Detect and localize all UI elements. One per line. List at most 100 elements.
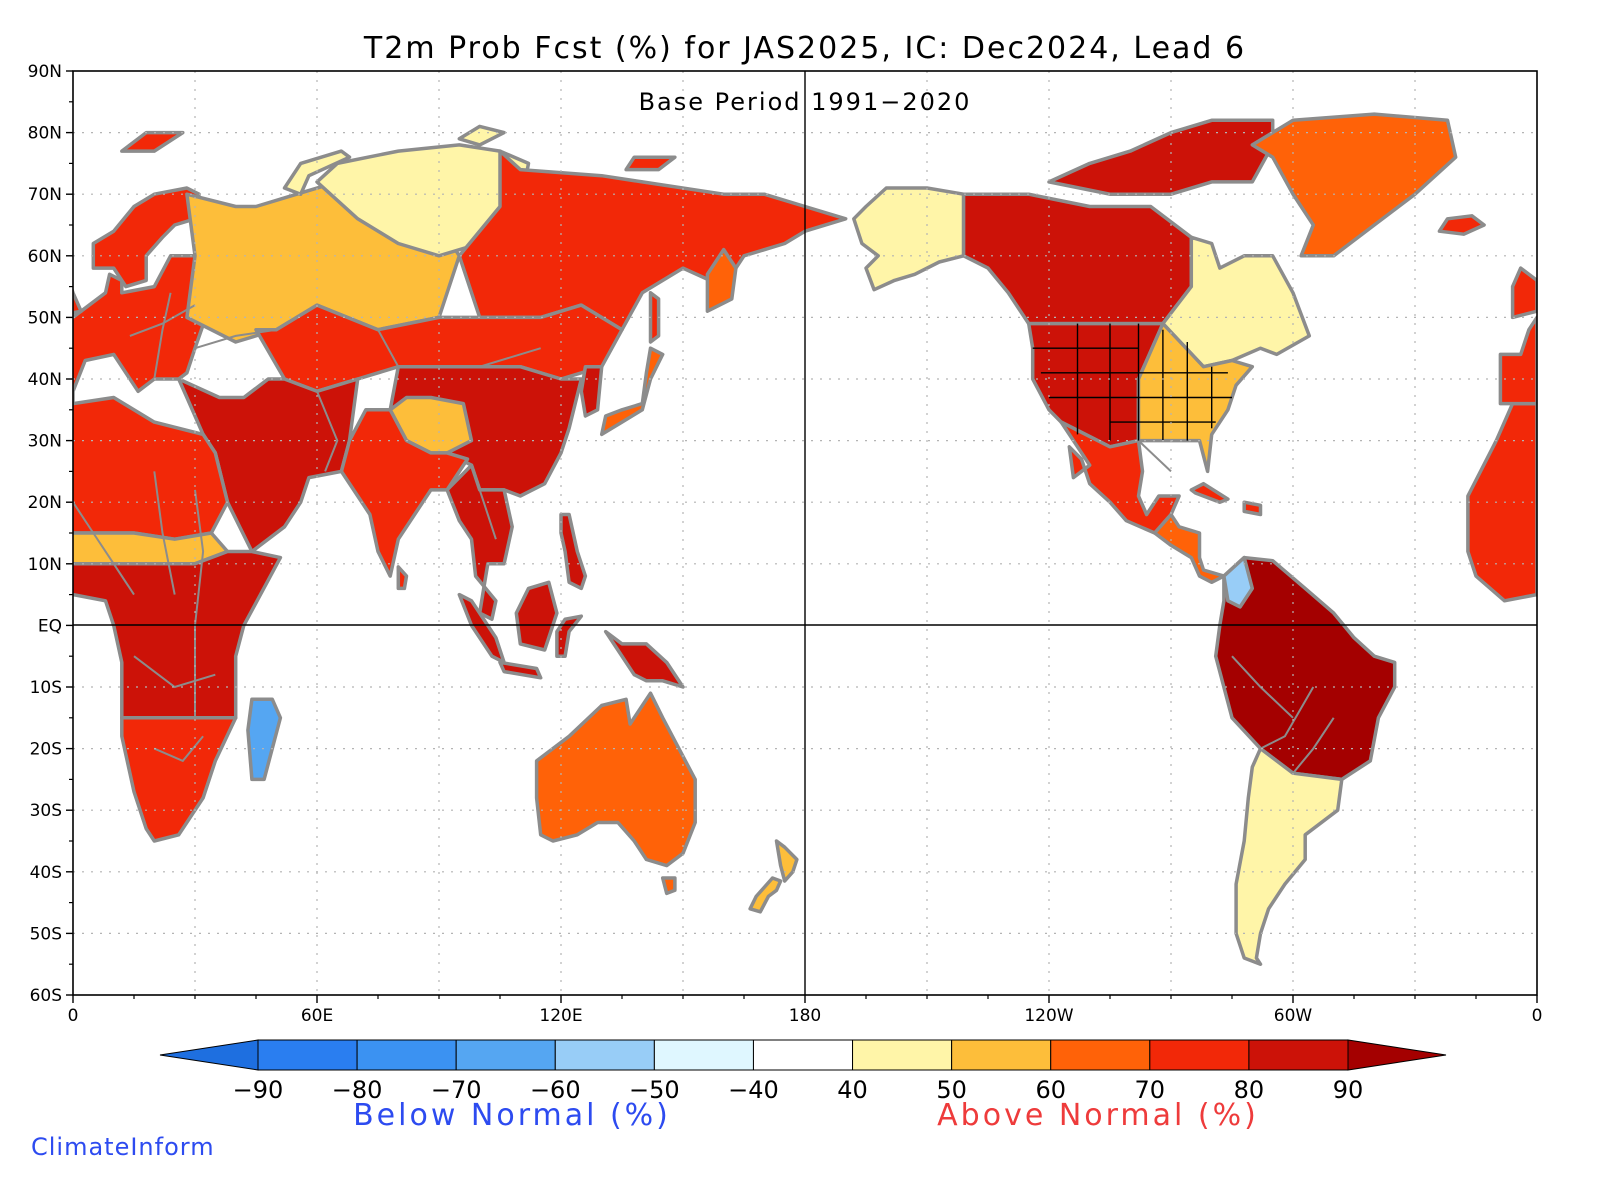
land-iceland-wrap: [1437, 214, 1486, 236]
land-europe-wrap: [1498, 315, 1537, 406]
lon-tick-label: 180: [789, 1006, 821, 1026]
colorbar-label: 60: [1035, 1076, 1066, 1104]
lat-tick-label: 80N: [28, 124, 62, 144]
colorbar-label: −40: [728, 1076, 779, 1104]
lat-tick-label: 30S: [30, 801, 62, 821]
land-southern-africa: [120, 716, 238, 843]
land-britain: [73, 287, 83, 315]
lat-tick-label: 40S: [30, 863, 62, 883]
land-sakhalin: [648, 291, 661, 344]
lat-tick-label: 10N: [28, 555, 62, 575]
lat-tick-label: 10S: [30, 678, 62, 698]
lon-tick-label: 120E: [539, 1006, 582, 1026]
land-se-asia: [445, 463, 514, 621]
country-border: [1231, 655, 1294, 719]
lon-tick-label: 0: [1532, 1006, 1543, 1026]
lon-tick-label: 60E: [301, 1006, 333, 1026]
lat-tick-label: 20N: [28, 493, 62, 513]
colorbar-label: 40: [837, 1076, 868, 1104]
lat-tick-label: 60S: [30, 986, 62, 1006]
colorbar-high-arrow: [1347, 1039, 1447, 1071]
base-period-label: Base Period 1991−2020: [639, 88, 972, 116]
country-border: [377, 329, 541, 368]
country-border: [316, 390, 339, 472]
lat-tick-label: 50N: [28, 308, 62, 328]
colorbar-label: −70: [431, 1076, 482, 1104]
colorbar-label: 90: [1333, 1076, 1364, 1104]
land-iceland: [0, 216, 20, 234]
country-border: [1292, 717, 1335, 774]
colorbar: −90 −80 −70 −60 −50 −40 40 50 60 70 80 90: [159, 1039, 1447, 1104]
land-central-america: [1152, 512, 1226, 585]
country-borders: [73, 292, 1335, 774]
lon-tick-label: 0: [68, 1006, 79, 1026]
land-novaya-zemlya: [282, 149, 352, 196]
land-alaska: [852, 186, 966, 292]
colorbar-label: −80: [332, 1076, 383, 1104]
map-title: T2m Prob Fcst (%) for JAS2025, IC: Dec20…: [363, 31, 1246, 66]
land-africa-wrap: [1466, 401, 1537, 603]
land-new-guinea: [603, 629, 685, 689]
colorbar-box: [1149, 1039, 1250, 1071]
lat-tick-label: 70N: [28, 185, 62, 205]
land-australia: [534, 691, 697, 868]
country-border: [129, 304, 196, 337]
lat-tick-label: 90N: [28, 62, 62, 82]
colorbar-label: 50: [936, 1076, 967, 1104]
lat-tick-label: EQ: [38, 616, 62, 636]
colorbar-label: −90: [233, 1076, 284, 1104]
country-border: [73, 501, 135, 596]
land-north-africa: [73, 395, 230, 541]
land-hispaniola: [1242, 500, 1263, 517]
land-java: [498, 660, 543, 680]
land-cuba: [1189, 481, 1230, 504]
lat-tick-label: 30N: [28, 432, 62, 452]
country-border: [153, 471, 176, 595]
land-greenland: [1250, 112, 1458, 258]
land-nz-south: [748, 876, 783, 914]
land-new-siberian-islands: [624, 155, 677, 172]
land-britain-wrap: [1510, 266, 1537, 320]
colorbar-label: 80: [1234, 1076, 1265, 1104]
colorbar-label: −50: [629, 1076, 680, 1104]
colorbar-low-arrow: [159, 1039, 259, 1071]
country-border: [153, 292, 172, 380]
colorbar-box: [257, 1039, 358, 1071]
country-border: [194, 328, 277, 350]
land-severnaya-zemlya: [457, 124, 506, 147]
colorbar-box: [951, 1039, 1052, 1071]
latitude-axis: 90N 80N 70N 60N 50N 40N 30N 20N 10N EQ 10S 20S 30S 40…: [28, 62, 73, 1006]
land-kamchatka: [705, 247, 738, 313]
land-korea: [579, 364, 604, 418]
country-border: [194, 489, 205, 718]
land-scandinavia: [91, 186, 201, 289]
longitude-axis: 0 60E 120E 180 120W 60W 0: [68, 995, 1543, 1026]
land-madagascar: [246, 697, 283, 782]
land-sri-lanka: [396, 565, 409, 591]
map-plot-area: Base Period 1991−2020: [0, 70, 1538, 996]
country-border: [478, 489, 497, 540]
colorbar-label: 70: [1135, 1076, 1166, 1104]
graticule: [73, 71, 1537, 995]
lat-tick-label: 50S: [30, 924, 62, 944]
lat-tick-label: 20S: [30, 740, 62, 760]
above-normal-label: Above Normal (%): [937, 1098, 1259, 1133]
lon-tick-label: 60W: [1274, 1006, 1313, 1026]
colorbar-box: [356, 1039, 457, 1071]
land-tasmania: [660, 876, 677, 896]
land-northern-colombia: [1222, 555, 1255, 609]
lon-tick-label: 120W: [1024, 1006, 1073, 1026]
country-border: [1137, 439, 1172, 473]
land-philippines: [559, 512, 588, 591]
land-amazon: [1213, 555, 1397, 782]
land-sulawesi: [555, 614, 584, 658]
land-southern-cone: [1234, 746, 1344, 966]
colorbar-box: [455, 1039, 556, 1071]
land-borneo: [514, 580, 559, 652]
colorbar-label: −60: [530, 1076, 581, 1104]
colorbar-box: [1050, 1039, 1151, 1071]
land-japan: [599, 346, 665, 437]
country-border: [133, 655, 216, 689]
colorbar-box: [653, 1039, 754, 1071]
below-normal-label: Below Normal (%): [353, 1098, 671, 1133]
